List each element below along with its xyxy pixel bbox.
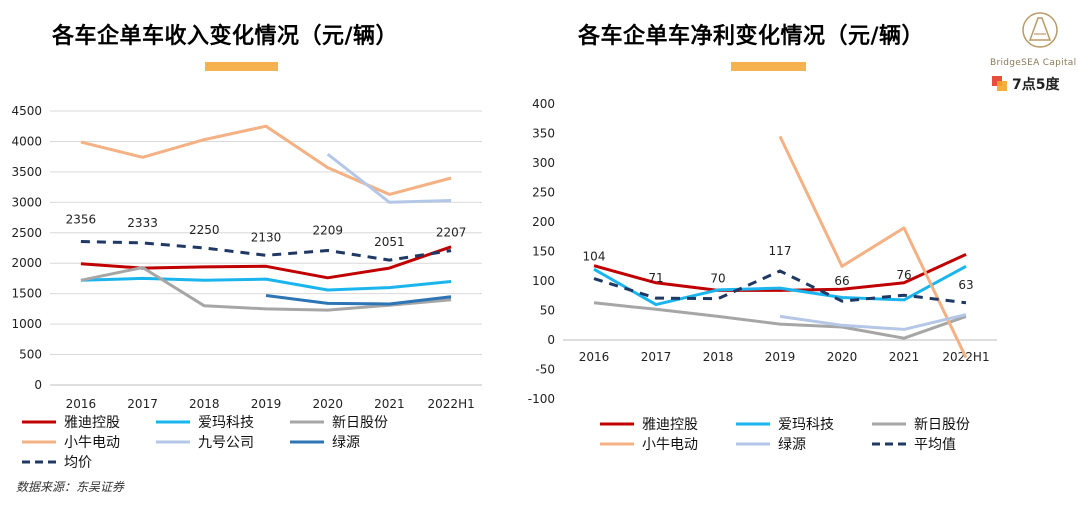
profit-chart: -100 -50 0 50 100 150 200 250 300 350 400 2016 2017 2… <box>0 0 1080 475</box>
profit-ytick-label: 0 <box>547 333 555 347</box>
profit-ytick-label: 400 <box>532 97 555 111</box>
profit-xtick-label: 2017 <box>641 350 672 364</box>
profit-ytick-label: 200 <box>532 215 555 229</box>
profit-xtick-label: 2018 <box>703 350 734 364</box>
profit-series-line <box>594 303 966 338</box>
profit-ytick-label: 50 <box>540 304 555 318</box>
profit-data-label: 117 <box>769 244 792 258</box>
profit-ytick-label: 100 <box>532 274 555 288</box>
seven-logo-text: 7点5度 <box>1012 74 1059 94</box>
profit-ytick-label: 300 <box>532 156 555 170</box>
brand-name: BridgeSEA Capital <box>990 58 1076 68</box>
profit-legend-label: 新日股份 <box>914 417 970 433</box>
profit-ytick-label: 150 <box>532 245 555 259</box>
profit-data-label: 76 <box>896 268 911 282</box>
profit-ytick-label: 250 <box>532 186 555 200</box>
profit-data-label: 71 <box>648 271 663 285</box>
profit-data-label: 104 <box>583 250 606 264</box>
profit-legend-label: 平均值 <box>914 437 956 453</box>
profit-legend-label: 绿源 <box>778 437 806 453</box>
profit-legend-label: 小牛电动 <box>642 437 698 453</box>
profit-legend-label: 爱玛科技 <box>778 417 834 433</box>
profit-ytick-label: 350 <box>532 127 555 141</box>
seven-logo-icon <box>992 76 1008 92</box>
seven-logo: 7点5度 <box>992 74 1059 94</box>
profit-xtick-label: 2016 <box>579 350 610 364</box>
profit-data-label: 63 <box>958 278 973 292</box>
profit-xtick-label: 2019 <box>765 350 796 364</box>
profit-xtick-label: 2020 <box>827 350 858 364</box>
profit-legend-label: 雅迪控股 <box>642 417 698 433</box>
profit-data-label: 70 <box>710 272 725 286</box>
profit-xtick-label: 2021 <box>889 350 920 364</box>
data-source: 数据来源：东吴证券 <box>16 478 124 495</box>
profit-ytick-label: -100 <box>528 392 555 406</box>
profit-data-label: 66 <box>834 274 849 288</box>
profit-ytick-label: -50 <box>535 363 555 377</box>
